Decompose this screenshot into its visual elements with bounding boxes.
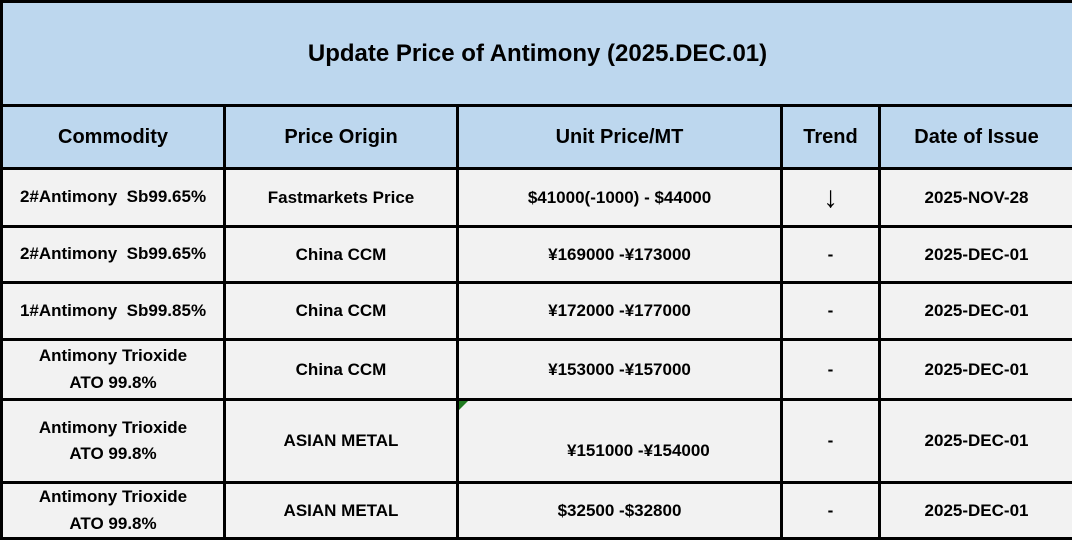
date-of-issue-cell: 2025-DEC-01: [880, 283, 1072, 340]
unit-price-cell: ¥172000 -¥177000: [458, 283, 782, 340]
price-origin-cell: China CCM: [225, 227, 458, 283]
commodity-cell: Antimony Trioxide ATO 99.8%: [2, 483, 225, 539]
column-header-price-origin: Price Origin: [225, 106, 458, 169]
trend-cell: -: [782, 227, 880, 283]
trend-cell: -: [782, 283, 880, 340]
column-header-commodity: Commodity: [2, 106, 225, 169]
table-row: 1#Antimony Sb99.85% China CCM ¥172000 -¥…: [2, 283, 1072, 340]
date-of-issue-cell: 2025-DEC-01: [880, 227, 1072, 283]
table-header-row: Commodity Price Origin Unit Price/MT Tre…: [2, 106, 1072, 169]
unit-price-text: ¥151000 -¥154000: [567, 441, 710, 460]
unit-price-cell: ¥153000 -¥157000: [458, 340, 782, 400]
table-row: 2#Antimony Sb99.65% China CCM ¥169000 -¥…: [2, 227, 1072, 283]
commodity-cell: 2#Antimony Sb99.65%: [2, 227, 225, 283]
date-of-issue-cell: 2025-DEC-01: [880, 483, 1072, 539]
table-row: Antimony Trioxide ATO 99.8% China CCM ¥1…: [2, 340, 1072, 400]
commodity-cell: Antimony Trioxide ATO 99.8%: [2, 340, 225, 400]
unit-price-cell: $32500 -$32800: [458, 483, 782, 539]
title-row: Update Price of Antimony (2025.DEC.01): [2, 2, 1072, 106]
unit-price-cell: ¥169000 -¥173000: [458, 227, 782, 283]
table-row: Antimony Trioxide ATO 99.8% ASIAN METAL …: [2, 400, 1072, 483]
price-origin-cell: China CCM: [225, 340, 458, 400]
date-of-issue-cell: 2025-DEC-01: [880, 340, 1072, 400]
price-origin-cell: ASIAN METAL: [225, 400, 458, 483]
table-row: 2#Antimony Sb99.65% Fastmarkets Price $4…: [2, 169, 1072, 227]
column-header-unit-price: Unit Price/MT: [458, 106, 782, 169]
trend-cell: -: [782, 340, 880, 400]
commodity-cell: 1#Antimony Sb99.85%: [2, 283, 225, 340]
price-origin-cell: Fastmarkets Price: [225, 169, 458, 227]
column-header-date-of-issue: Date of Issue: [880, 106, 1072, 169]
price-origin-cell: ASIAN METAL: [225, 483, 458, 539]
commodity-cell: Antimony Trioxide ATO 99.8%: [2, 400, 225, 483]
unit-price-cell: $41000(-1000) - $44000: [458, 169, 782, 227]
unit-price-cell: ¥151000 -¥154000: [458, 400, 782, 483]
price-origin-cell: China CCM: [225, 283, 458, 340]
page-title: Update Price of Antimony (2025.DEC.01): [2, 2, 1072, 106]
trend-cell: -: [782, 400, 880, 483]
trend-cell: -: [782, 483, 880, 539]
cell-comment-marker-icon: [459, 401, 468, 410]
date-of-issue-cell: 2025-DEC-01: [880, 400, 1072, 483]
column-header-trend: Trend: [782, 106, 880, 169]
trend-down-icon: ↓: [782, 169, 880, 227]
commodity-cell: 2#Antimony Sb99.65%: [2, 169, 225, 227]
table-row: Antimony Trioxide ATO 99.8% ASIAN METAL …: [2, 483, 1072, 539]
date-of-issue-cell: 2025-NOV-28: [880, 169, 1072, 227]
